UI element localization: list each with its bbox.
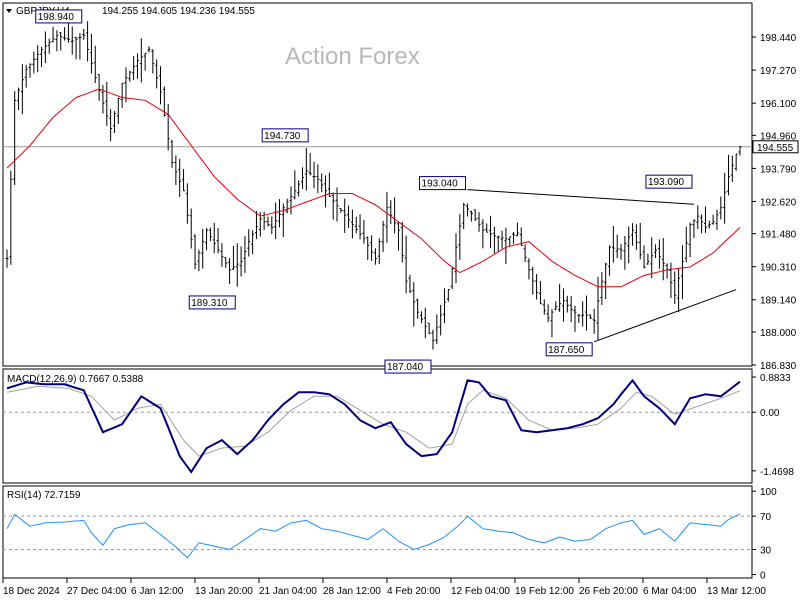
- price-axis-label: 189.140: [760, 296, 797, 307]
- current-price-box: [752, 140, 799, 154]
- time-axis-label: 6 Jan 12:00: [131, 586, 184, 597]
- price-axis-label: 191.480: [760, 230, 797, 241]
- price-axis-label: 188.000: [760, 328, 797, 339]
- rsi-line: [6, 513, 741, 559]
- price-annotation-label: 193.090: [648, 177, 685, 188]
- time-axis-label: 6 Mar 04:00: [643, 586, 697, 597]
- time-axis-label: 19 Feb 12:00: [515, 586, 574, 597]
- price-annotation-box: [645, 174, 693, 189]
- price-axis-label: 197.270: [760, 66, 797, 77]
- price-annotation-box: [261, 128, 309, 143]
- price-axis-label: 196.100: [760, 99, 797, 110]
- rsi-axis-label: 0: [760, 571, 766, 582]
- price-annotation-label: 198.940: [38, 12, 75, 23]
- time-axis-label: 4 Feb 20:00: [387, 586, 441, 597]
- rsi-axis-label: 70: [760, 512, 772, 523]
- price-annotation-box: [35, 9, 83, 24]
- ohlc-readout: 194.255 194.605 194.236 194.555: [102, 6, 255, 17]
- moving-average-line: [6, 88, 741, 288]
- price-axis-label: 193.790: [760, 164, 797, 175]
- macd-line: [6, 378, 741, 474]
- price-annotation-box: [419, 176, 467, 191]
- rsi-title: RSI(14) 72.7159: [7, 490, 81, 501]
- price-annotation-box: [384, 359, 432, 374]
- price-panel-frame: [2, 2, 753, 367]
- macd-series-group: [3, 378, 752, 474]
- macd-axis-label: 0.00: [760, 408, 780, 419]
- time-axis-label: 13 Mar 12:00: [707, 586, 766, 597]
- price-axis-label: 194.960: [760, 131, 797, 142]
- price-annotation-label: 187.040: [387, 362, 424, 373]
- macd-axis-label: 0.8833: [760, 373, 791, 384]
- macd-title: MACD(12,26,9) 0.7667 0.5388: [7, 374, 144, 385]
- macd-axis-label: -1.4698: [760, 467, 794, 478]
- price-axis-label: 198.440: [760, 33, 797, 44]
- rsi-series-group: [3, 513, 752, 559]
- time-axis-label: 28 Jan 12:00: [323, 586, 381, 597]
- time-axis-label: 13 Jan 20:00: [195, 586, 253, 597]
- rsi-axis-label: 30: [760, 546, 772, 557]
- trendline: [593, 289, 737, 343]
- price-annotation-label: 189.310: [191, 298, 228, 309]
- price-annotation-box: [545, 342, 593, 357]
- price-series-group: 198.940 194.730 189.310 187.040 193.040 193.0…: [3, 9, 752, 374]
- time-axis-label: 18 Dec 2024: [3, 586, 60, 597]
- price-annotation-label: 187.650: [548, 345, 585, 356]
- price-annotation-label: 194.730: [264, 131, 301, 142]
- trendline: [467, 189, 694, 205]
- price-axis-label: 192.620: [760, 197, 797, 208]
- price-axis-label: 190.310: [760, 263, 797, 274]
- price-axis-label: 186.830: [760, 361, 797, 372]
- time-axis-label: 27 Dec 04:00: [67, 586, 127, 597]
- time-axis-label: 21 Jan 04:00: [259, 586, 317, 597]
- axis-group: 198.440 197.270 196.100 194.960 193.790 192.6…: [2, 33, 799, 597]
- time-axis-label: 12 Feb 04:00: [451, 586, 510, 597]
- watermark: Action Forex: [285, 43, 420, 70]
- rsi-axis-label: 100: [760, 487, 777, 498]
- price-annotation-box: [188, 295, 236, 310]
- time-axis-label: 26 Feb 20:00: [579, 586, 638, 597]
- rsi-panel-frame: [2, 485, 753, 579]
- chevron-down-icon[interactable]: [6, 9, 12, 13]
- current-price-label: 194.555: [757, 143, 794, 154]
- price-annotation-label: 193.040: [422, 179, 459, 190]
